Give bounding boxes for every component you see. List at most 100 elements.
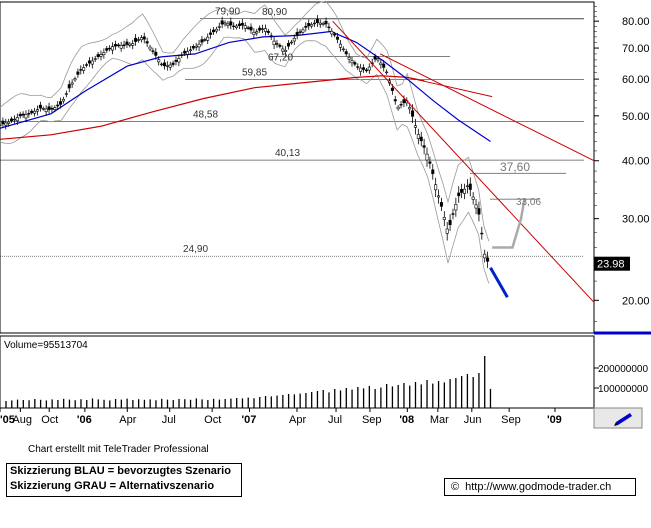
candle-body xyxy=(122,44,126,46)
x-tick-label: Jul xyxy=(328,414,342,426)
candle-body xyxy=(312,22,316,25)
candle-body xyxy=(281,48,285,52)
candle-body xyxy=(463,188,467,194)
candle-body xyxy=(47,106,51,110)
corner-tool-button[interactable] xyxy=(593,407,643,429)
y-tick-label: 80.00 xyxy=(622,16,650,28)
candle-body xyxy=(439,202,443,207)
candle-body xyxy=(413,125,417,128)
support-label: 40,13 xyxy=(275,148,300,159)
candle-body xyxy=(304,25,308,28)
last-price-label: 23.98 xyxy=(597,259,625,271)
candle-body xyxy=(448,219,452,226)
candle-body xyxy=(292,37,296,42)
candle-body xyxy=(214,28,218,32)
candle-body xyxy=(38,104,42,109)
candle-body xyxy=(240,22,244,26)
candle-body xyxy=(287,43,291,47)
candle-body xyxy=(134,37,138,42)
candle-body xyxy=(41,108,45,110)
candle-body xyxy=(468,183,472,190)
candle-body xyxy=(44,108,48,112)
candle-body xyxy=(471,196,475,200)
candle-body xyxy=(73,78,77,81)
y-tick-label: 60.00 xyxy=(622,74,650,86)
candle-body xyxy=(145,41,149,44)
source-link[interactable]: © http://www.godmode-trader.ch xyxy=(444,478,636,496)
candle-body xyxy=(390,87,394,91)
candle-body xyxy=(350,60,354,64)
trend-line xyxy=(407,76,493,98)
candle-body xyxy=(33,110,37,114)
candle-body xyxy=(419,136,423,142)
x-tick-label: Oct xyxy=(204,414,221,426)
candle-body xyxy=(194,45,198,48)
candle-body xyxy=(18,114,22,117)
candle-body xyxy=(206,36,210,41)
candle-body xyxy=(315,18,319,23)
candle-body xyxy=(295,32,299,36)
lower-band xyxy=(0,36,490,284)
candle-body xyxy=(376,58,380,61)
candle-body xyxy=(142,36,146,40)
candle-body xyxy=(151,50,155,52)
candle-body xyxy=(301,29,305,33)
candle-body xyxy=(275,43,279,45)
candle-body xyxy=(99,54,103,57)
candle-body xyxy=(379,62,383,66)
candle-body xyxy=(229,21,233,26)
candle-body xyxy=(411,110,415,117)
candle-body xyxy=(53,107,57,110)
candle-body xyxy=(353,62,357,65)
candle-body xyxy=(402,99,406,104)
candle-body xyxy=(157,59,161,63)
volume-plot-area xyxy=(0,335,595,409)
candle-body xyxy=(480,232,484,235)
candle-body xyxy=(67,84,71,89)
candle-body xyxy=(209,32,213,35)
candle-body xyxy=(359,67,363,72)
candle-body xyxy=(119,45,123,49)
candle-body xyxy=(70,82,74,85)
scenario-legend: Skizzierung BLAU = bevorzugtes Szenario … xyxy=(6,463,242,497)
candle-body xyxy=(59,101,63,105)
y-tick-label: 40.00 xyxy=(622,156,650,168)
x-tick-label: Mar xyxy=(430,414,449,426)
candle-body xyxy=(174,60,178,62)
legend-blue-scenario: Skizzierung BLAU = bevorzugtes Szenario xyxy=(10,465,231,477)
candle-body xyxy=(116,44,120,47)
candle-body xyxy=(486,257,490,262)
ma50-line xyxy=(0,30,491,142)
candle-body xyxy=(246,27,250,29)
x-tick-label: Jun xyxy=(464,414,482,426)
candle-body xyxy=(428,161,432,164)
volume-y-label: 200000000 xyxy=(598,364,648,375)
x-tick-label: '05 xyxy=(0,414,15,426)
source-url[interactable]: http://www.godmode-trader.ch xyxy=(465,481,612,493)
candle-body xyxy=(93,58,97,60)
blue-scenario-path xyxy=(489,267,509,299)
candle-body xyxy=(148,46,152,50)
candle-body xyxy=(165,65,169,67)
candle-body xyxy=(1,120,5,125)
candle-body xyxy=(162,62,166,67)
candle-body xyxy=(318,22,322,25)
candle-body xyxy=(243,25,247,29)
x-tick-label: '07 xyxy=(241,414,256,426)
copyright-symbol: © xyxy=(451,481,460,493)
candle-body xyxy=(226,23,230,26)
candle-body xyxy=(457,192,461,197)
candle-body xyxy=(252,32,256,35)
candle-body xyxy=(131,43,135,46)
trend-line xyxy=(332,20,595,303)
candle-body xyxy=(255,31,259,34)
chart-credit: Chart erstellt mit TeleTrader Profession… xyxy=(28,444,209,455)
candle-body xyxy=(235,25,239,28)
candle-body xyxy=(269,35,273,38)
candle-body xyxy=(327,26,331,29)
candle-body xyxy=(278,44,282,47)
candle-body xyxy=(203,39,207,41)
support-label: 59,85 xyxy=(242,68,267,79)
candle-body xyxy=(171,62,175,65)
candle-body xyxy=(191,46,195,49)
